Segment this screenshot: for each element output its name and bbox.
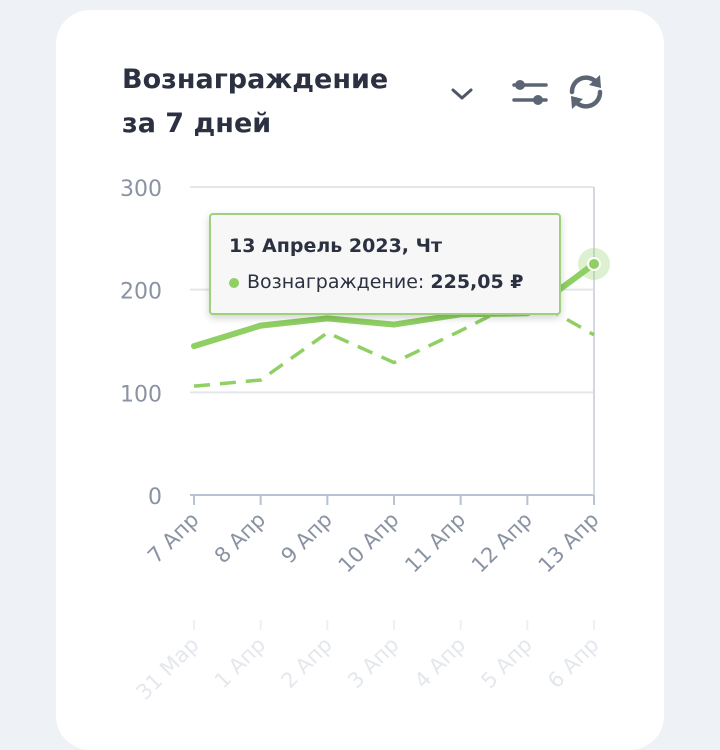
- compare-tick-label: 1 Апр: [210, 633, 270, 693]
- x-tick-label: 8 Апр: [210, 508, 270, 568]
- period-dropdown-button[interactable]: [446, 78, 478, 110]
- compare-tick-label: 6 Апр: [543, 633, 603, 693]
- sliders-icon: [512, 80, 548, 105]
- rewards-widget-card: [56, 10, 664, 750]
- x-tick-label: 11 Апр: [400, 508, 470, 578]
- x-tick-label: 12 Апр: [467, 508, 537, 578]
- x-tick-label: 7 Апр: [143, 508, 203, 568]
- tooltip-value: 225,05 ₽: [430, 271, 524, 293]
- compare-tick-label: 5 Апр: [476, 633, 536, 693]
- widget-title: Вознаграждение за 7 дней: [122, 64, 389, 139]
- y-tick-label: 0: [148, 485, 162, 510]
- compare-tick-label: 3 Апр: [343, 633, 403, 693]
- compare-tick-label: 2 Апр: [276, 633, 336, 693]
- y-tick-label: 300: [120, 177, 162, 202]
- x-tick-label: 10 Апр: [334, 508, 404, 578]
- chevron-down-icon: [451, 88, 473, 100]
- series-dot-icon: [229, 277, 239, 288]
- compare-tick-label: 4 Апр: [410, 633, 470, 693]
- tooltip-date: 13 Апрель 2023, Чт: [229, 235, 442, 257]
- x-tick-label: 13 Апр: [534, 508, 604, 578]
- refresh-button[interactable]: [564, 70, 608, 114]
- highlight-point: [587, 256, 601, 271]
- filters-button[interactable]: [512, 74, 548, 110]
- chart-tooltip: 13 Апрель 2023, Чт Вознаграждение: 225,0…: [209, 213, 561, 315]
- y-tick-label: 200: [120, 280, 162, 305]
- tooltip-series-label: Вознаграждение:: [247, 271, 425, 293]
- refresh-icon: [569, 75, 603, 109]
- y-tick-label: 100: [120, 382, 162, 407]
- compare-tick-label: 31 Мар: [132, 633, 204, 705]
- tooltip-row: Вознаграждение: 225,05 ₽: [229, 271, 524, 293]
- x-tick-label: 9 Апр: [276, 508, 336, 568]
